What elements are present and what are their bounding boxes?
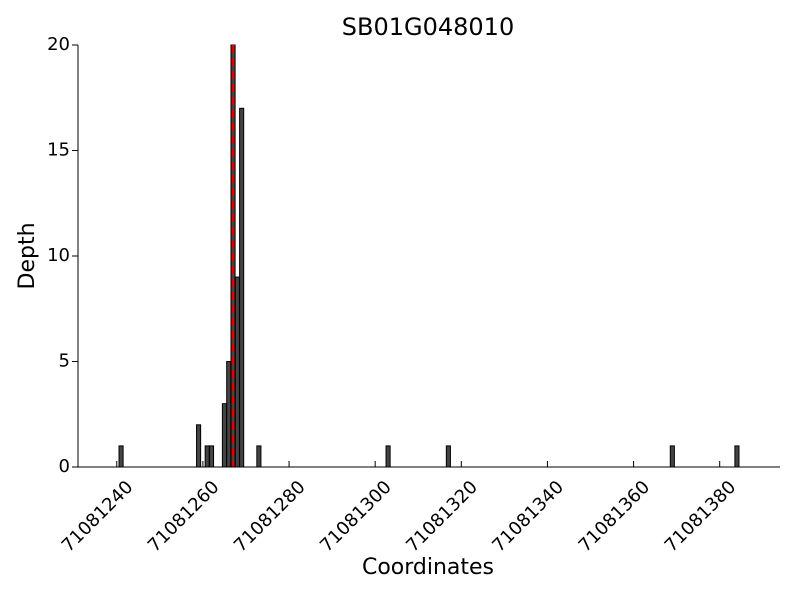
bar bbox=[669, 445, 675, 468]
bar bbox=[226, 361, 232, 468]
x-tick-label: 71081320 bbox=[402, 477, 482, 557]
bar bbox=[221, 403, 227, 468]
bar bbox=[234, 276, 240, 468]
x-tick-label: 71081260 bbox=[144, 477, 224, 557]
x-tick-label: 71081240 bbox=[58, 477, 138, 557]
x-axis-label: Coordinates bbox=[362, 555, 494, 580]
bar bbox=[734, 445, 740, 468]
bar bbox=[208, 445, 215, 468]
y-tick-label: 0 bbox=[59, 456, 70, 477]
bar bbox=[239, 107, 245, 468]
bar bbox=[196, 424, 202, 468]
bar bbox=[445, 445, 451, 468]
y-axis-label: Depth bbox=[15, 222, 40, 289]
y-tick-label: 15 bbox=[47, 140, 70, 161]
x-tick-label: 71081380 bbox=[661, 477, 741, 557]
chart-title: SB01G048010 bbox=[342, 13, 514, 41]
y-tick-label: 5 bbox=[59, 351, 70, 372]
y-tick-label: 10 bbox=[47, 245, 70, 266]
y-tick-label: 20 bbox=[47, 34, 70, 55]
x-tick-label: 71081360 bbox=[575, 477, 655, 557]
x-tick-label: 71081300 bbox=[316, 477, 396, 557]
bar bbox=[204, 445, 210, 468]
x-tick-label: 71081340 bbox=[488, 477, 568, 557]
bar bbox=[118, 445, 124, 468]
bar bbox=[256, 445, 262, 468]
x-tick-label: 71081280 bbox=[230, 477, 310, 557]
bar bbox=[385, 445, 391, 468]
